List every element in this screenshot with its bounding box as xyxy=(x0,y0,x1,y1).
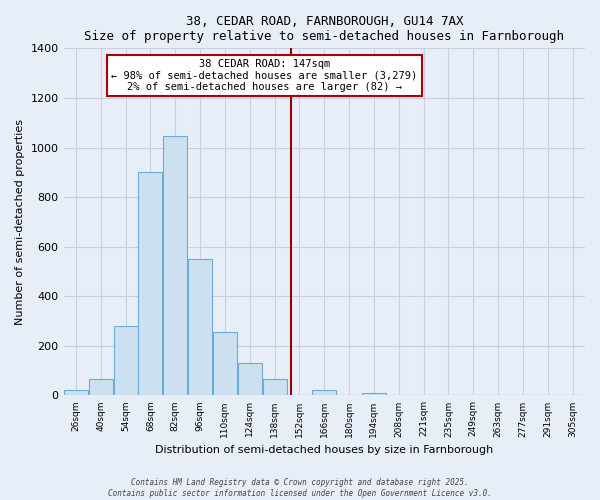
Title: 38, CEDAR ROAD, FARNBOROUGH, GU14 7AX
Size of property relative to semi-detached: 38, CEDAR ROAD, FARNBOROUGH, GU14 7AX Si… xyxy=(84,15,564,43)
Bar xyxy=(188,259,212,396)
Text: Contains HM Land Registry data © Crown copyright and database right 2025.
Contai: Contains HM Land Registry data © Crown c… xyxy=(108,478,492,498)
Bar xyxy=(89,380,113,396)
Text: 38 CEDAR ROAD: 147sqm
← 98% of semi-detached houses are smaller (3,279)
2% of se: 38 CEDAR ROAD: 147sqm ← 98% of semi-deta… xyxy=(111,58,418,92)
Bar xyxy=(139,172,163,396)
Bar xyxy=(113,326,137,396)
Bar xyxy=(362,393,386,396)
Bar xyxy=(263,380,287,396)
Bar xyxy=(238,363,262,396)
Bar xyxy=(213,332,237,396)
Bar xyxy=(312,390,337,396)
X-axis label: Distribution of semi-detached houses by size in Farnborough: Distribution of semi-detached houses by … xyxy=(155,445,493,455)
Bar xyxy=(64,390,88,396)
Y-axis label: Number of semi-detached properties: Number of semi-detached properties xyxy=(15,119,25,325)
Bar xyxy=(163,136,187,396)
